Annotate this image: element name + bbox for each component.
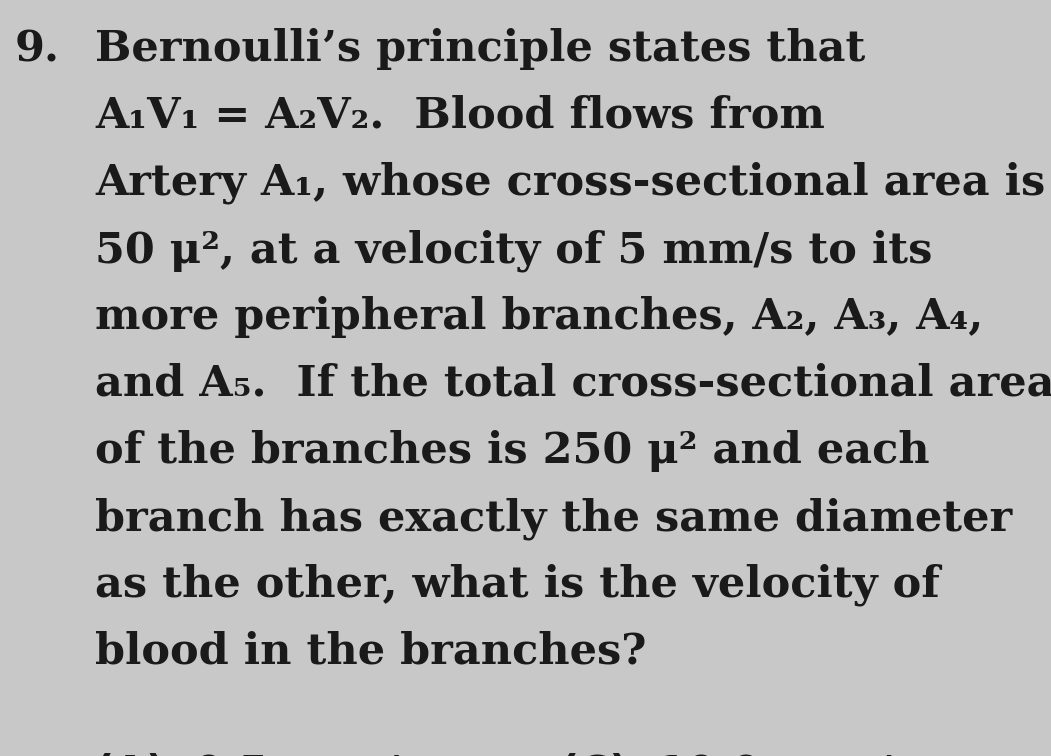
Text: (A)  0.5  mm/s: (A) 0.5 mm/s bbox=[95, 753, 424, 756]
Text: blood in the branches?: blood in the branches? bbox=[95, 631, 646, 673]
Text: Artery A₁, whose cross-sectional area is: Artery A₁, whose cross-sectional area is bbox=[95, 162, 1046, 205]
Text: (C)  10.0  mm/s: (C) 10.0 mm/s bbox=[560, 753, 916, 756]
Text: 50 μ², at a velocity of 5 mm/s to its: 50 μ², at a velocity of 5 mm/s to its bbox=[95, 229, 932, 271]
Text: A₁V₁ = A₂V₂.  Blood flows from: A₁V₁ = A₂V₂. Blood flows from bbox=[95, 95, 825, 137]
Text: branch has exactly the same diameter: branch has exactly the same diameter bbox=[95, 497, 1012, 540]
Text: of the branches is 250 μ² and each: of the branches is 250 μ² and each bbox=[95, 430, 930, 472]
Text: Bernoulli’s principle states that: Bernoulli’s principle states that bbox=[95, 28, 865, 70]
Text: as the other, what is the velocity of: as the other, what is the velocity of bbox=[95, 564, 940, 606]
Text: more peripheral branches, A₂, A₃, A₄,: more peripheral branches, A₂, A₃, A₄, bbox=[95, 296, 984, 338]
Text: 9.: 9. bbox=[15, 28, 60, 70]
Text: and A₅.  If the total cross-sectional area: and A₅. If the total cross-sectional are… bbox=[95, 363, 1051, 405]
